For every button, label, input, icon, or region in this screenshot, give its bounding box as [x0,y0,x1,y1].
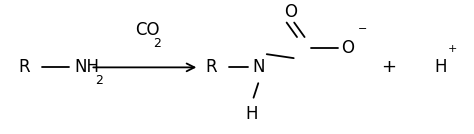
Text: 2: 2 [95,74,102,87]
Text: N: N [252,58,264,76]
Text: O: O [342,39,355,57]
Text: +: + [381,58,396,76]
Text: R: R [18,58,30,76]
Text: NH: NH [74,58,99,76]
Text: R: R [205,58,217,76]
Text: H: H [245,105,257,122]
Text: CO: CO [136,21,160,39]
Text: 2: 2 [154,37,161,50]
Text: +: + [447,44,457,54]
Text: −: − [357,24,367,34]
Text: H: H [434,58,447,76]
Text: O: O [284,3,297,21]
